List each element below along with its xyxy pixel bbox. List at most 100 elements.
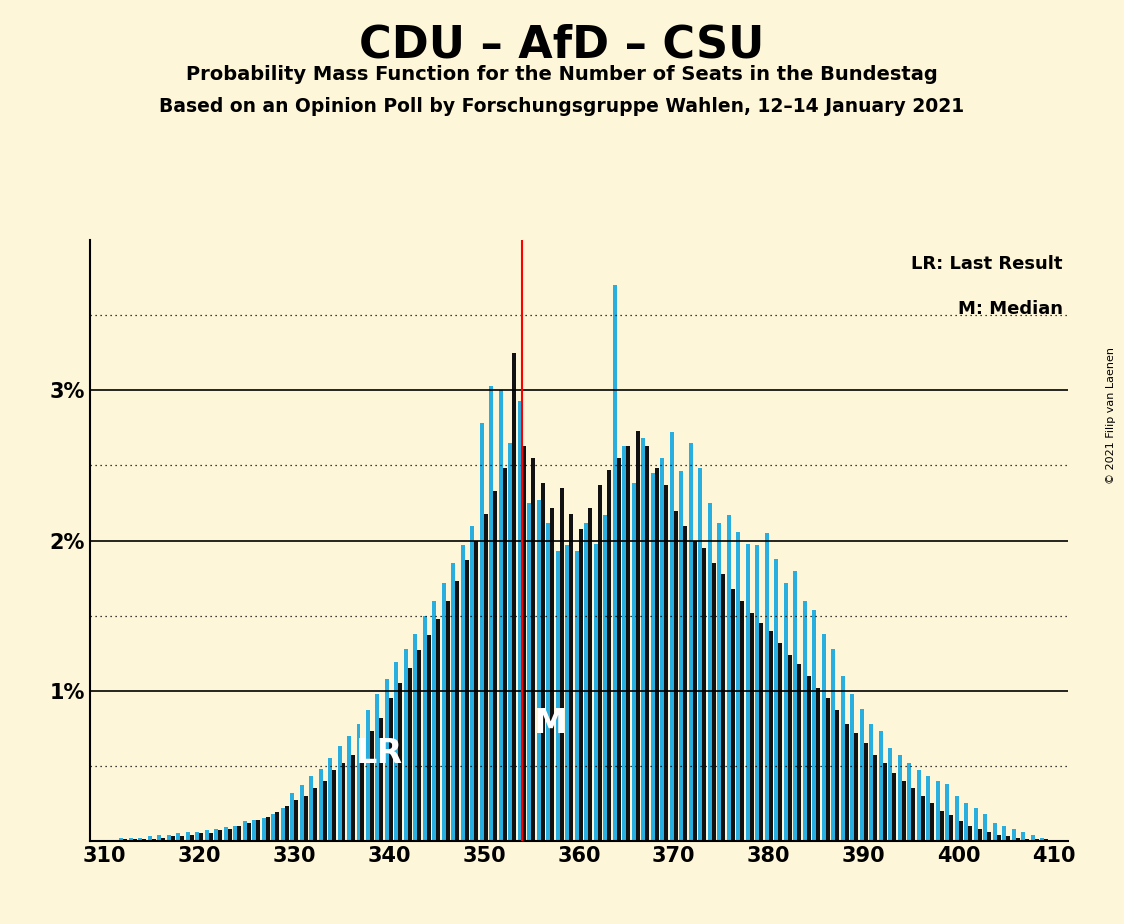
Bar <box>1012 829 1016 841</box>
Bar <box>290 793 294 841</box>
Bar <box>375 694 380 841</box>
Text: M: Median: M: Median <box>958 300 1063 318</box>
Bar <box>774 558 778 841</box>
Bar <box>731 589 735 841</box>
Bar <box>570 514 573 841</box>
Bar <box>328 759 332 841</box>
Bar <box>461 545 465 841</box>
Bar <box>196 832 199 841</box>
Bar <box>303 796 308 841</box>
Bar <box>332 771 336 841</box>
Bar <box>593 543 598 841</box>
Bar <box>185 832 190 841</box>
Bar <box>423 615 427 841</box>
Bar <box>679 471 683 841</box>
Bar <box>199 833 203 841</box>
Bar <box>907 763 912 841</box>
Bar <box>243 821 246 841</box>
Bar <box>281 808 284 841</box>
Bar <box>632 483 636 841</box>
Bar <box>508 443 513 841</box>
Bar <box>984 814 987 841</box>
Bar <box>692 541 697 841</box>
Bar <box>607 470 611 841</box>
Bar <box>708 503 711 841</box>
Bar <box>841 675 845 841</box>
Bar <box>940 811 944 841</box>
Bar <box>361 743 364 841</box>
Bar <box>395 663 399 841</box>
Text: Probability Mass Function for the Number of Seats in the Bundestag: Probability Mass Function for the Number… <box>187 65 937 84</box>
Bar <box>433 601 436 841</box>
Bar <box>337 747 342 841</box>
Bar <box>670 432 673 841</box>
Text: LR: LR <box>356 737 404 771</box>
Bar <box>702 548 706 841</box>
Bar <box>584 522 588 841</box>
Bar <box>227 829 232 841</box>
Bar <box>300 785 303 841</box>
Bar <box>655 468 659 841</box>
Bar <box>869 723 873 841</box>
Bar <box>689 443 692 841</box>
Bar <box>386 678 389 841</box>
Bar <box>750 613 754 841</box>
Bar <box>309 776 312 841</box>
Bar <box>502 468 507 841</box>
Bar <box>879 731 882 841</box>
Bar <box>455 581 460 841</box>
Bar <box>794 570 797 841</box>
Bar <box>147 836 152 841</box>
Bar <box>783 583 788 841</box>
Bar <box>190 835 193 841</box>
Bar <box>755 545 759 841</box>
Bar <box>218 831 223 841</box>
Bar <box>133 839 137 841</box>
Bar <box>574 551 579 841</box>
Bar <box>992 822 997 841</box>
Bar <box>736 531 741 841</box>
Bar <box>427 635 430 841</box>
Bar <box>835 711 840 841</box>
Bar <box>294 800 298 841</box>
Bar <box>171 836 174 841</box>
Bar <box>452 563 455 841</box>
Bar <box>1040 838 1044 841</box>
Bar <box>128 838 133 841</box>
Bar <box>532 458 535 841</box>
Bar <box>312 788 317 841</box>
Bar <box>152 839 155 841</box>
Bar <box>935 781 940 841</box>
Bar <box>813 610 816 841</box>
Bar <box>366 711 370 841</box>
Bar <box>518 401 522 841</box>
Bar <box>262 819 265 841</box>
Text: LR: Last Result: LR: Last Result <box>912 255 1063 274</box>
Bar <box>180 836 184 841</box>
Bar <box>1025 839 1030 841</box>
Bar <box>788 654 791 841</box>
Bar <box>380 718 383 841</box>
Bar <box>560 488 564 841</box>
Bar <box>408 668 413 841</box>
Bar <box>613 286 617 841</box>
Bar <box>1003 826 1006 841</box>
Bar <box>275 812 279 841</box>
Bar <box>807 675 810 841</box>
Bar <box>642 439 645 841</box>
Bar <box>826 699 830 841</box>
Bar <box>465 560 469 841</box>
Bar <box>527 503 532 841</box>
Bar <box>224 827 227 841</box>
Bar <box>1031 835 1034 841</box>
Bar <box>660 458 664 841</box>
Bar <box>698 468 702 841</box>
Bar <box>513 353 516 841</box>
Bar <box>399 683 402 841</box>
Bar <box>489 386 493 841</box>
Bar <box>157 835 161 841</box>
Bar <box>959 821 962 841</box>
Bar <box>797 663 801 841</box>
Bar <box>446 601 450 841</box>
Bar <box>617 458 620 841</box>
